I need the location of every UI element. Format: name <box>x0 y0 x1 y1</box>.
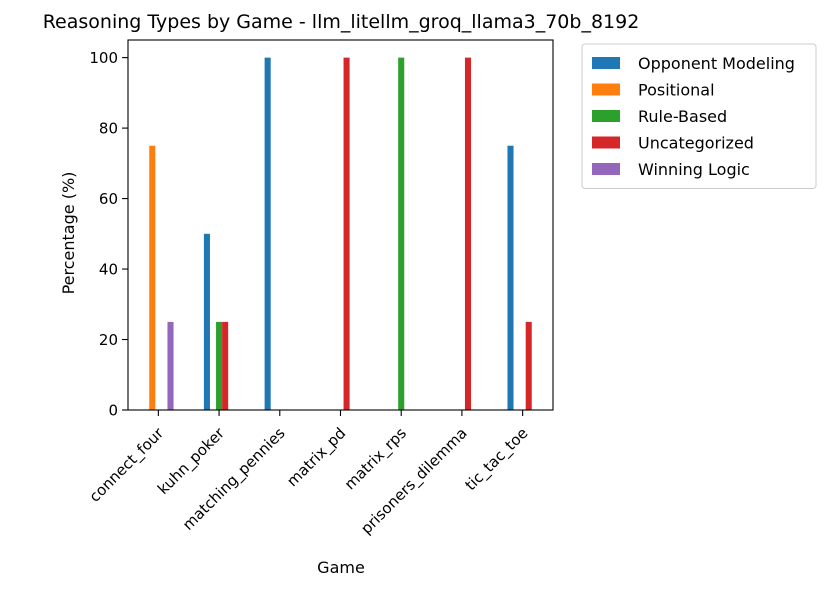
bar-uncategorized-tic_tac_toe <box>525 321 532 410</box>
bar-winning-logic-connect_four <box>167 321 174 410</box>
bar-uncategorized-matrix_pd <box>343 57 350 411</box>
bar-uncategorized-prisoners_dilemma <box>464 57 472 411</box>
axes-frame <box>127 39 554 411</box>
legend-swatch-opponent-modeling <box>592 57 620 69</box>
legend-label-uncategorized: Uncategorized <box>638 134 754 153</box>
x-tick-label: prisoners_dilemma <box>357 424 471 538</box>
legend-swatch-winning-logic <box>592 163 620 175</box>
legend: Opponent Modeling Positional Rule-Based Unc… <box>581 43 817 189</box>
x-tick-label: tic_tac_toe <box>461 424 532 495</box>
legend-swatch-positional <box>592 83 620 96</box>
y-tick-label: 80 <box>99 120 118 138</box>
chart-title: Reasoning Types by Game - llm_litellm_gr… <box>43 11 640 33</box>
x-tick-label: matching_pennies <box>179 424 290 535</box>
legend-box <box>581 43 817 189</box>
y-tick-label: 40 <box>99 261 118 279</box>
bar-rule-based-kuhn_poker <box>216 321 223 410</box>
bar-uncategorized-kuhn_poker <box>222 321 229 410</box>
y-tick-label: 0 <box>108 402 118 420</box>
legend-label-opponent-modeling: Opponent Modeling <box>638 54 795 73</box>
x-tick-label: connect_four <box>86 424 169 507</box>
y-tick-label: 20 <box>99 331 118 349</box>
y-tick-label: 60 <box>99 190 118 208</box>
legend-label-rule-based: Rule-Based <box>638 107 727 126</box>
bar-positional-connect_four <box>149 145 156 410</box>
bar-opponent-modeling-matching_pennies <box>264 57 271 411</box>
bar-opponent-modeling-kuhn_poker <box>203 233 210 410</box>
plot-area: 020406080100connect_fourkuhn_pokermatchi… <box>86 39 554 538</box>
legend-label-positional: Positional <box>638 81 715 100</box>
y-tick-label: 100 <box>89 49 118 67</box>
y-axis-label: Percentage (%) <box>59 172 78 295</box>
bar-rule-based-matrix_rps <box>398 57 405 411</box>
legend-swatch-rule-based <box>592 110 620 122</box>
legend-swatch-uncategorized <box>592 136 620 149</box>
legend-label-winning-logic: Winning Logic <box>638 160 750 179</box>
bar-opponent-modeling-tic_tac_toe <box>507 145 514 410</box>
x-axis-label: Game <box>317 558 365 577</box>
